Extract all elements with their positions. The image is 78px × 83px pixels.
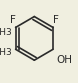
Text: OH: OH <box>56 55 72 65</box>
Text: F: F <box>53 15 59 25</box>
Text: CH3: CH3 <box>0 48 12 57</box>
Text: CH3: CH3 <box>0 28 12 37</box>
Text: F: F <box>10 15 16 25</box>
